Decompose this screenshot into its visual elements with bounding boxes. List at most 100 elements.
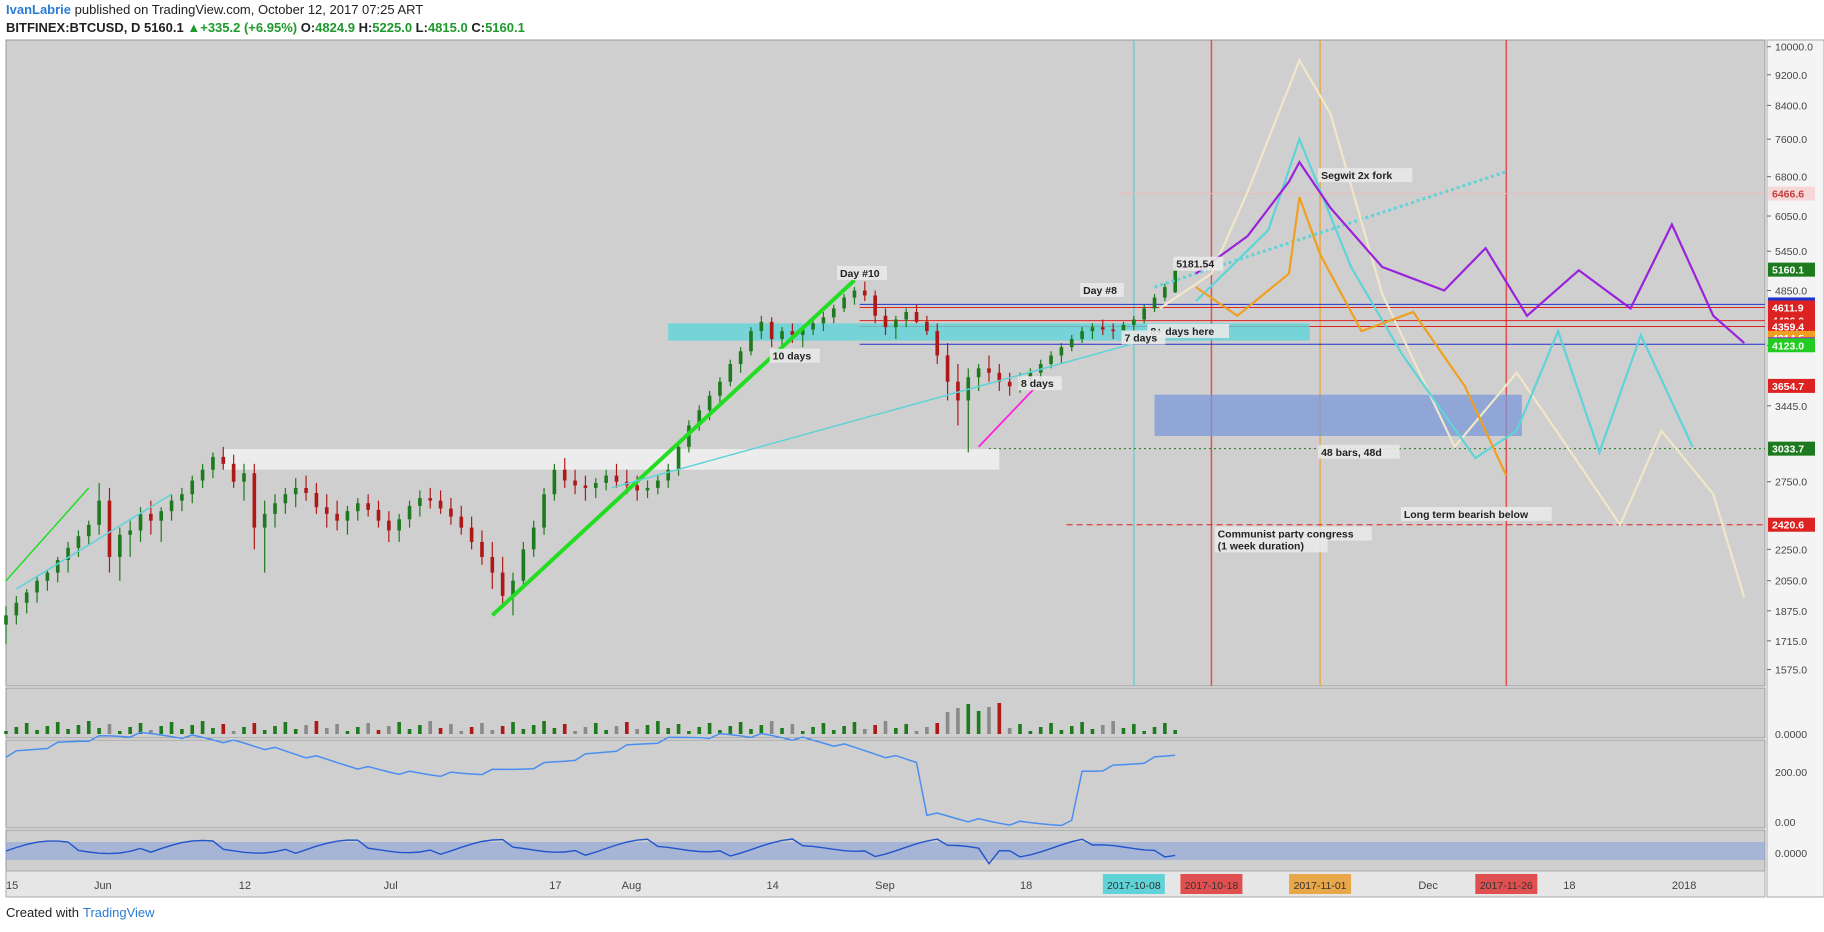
candle-body [407,505,412,520]
volume-bar [1163,723,1167,734]
date-badge-label: 2017-10-08 [1107,880,1161,892]
volume-bar [1069,726,1074,734]
candle-body [904,312,909,320]
volume-bar [831,730,836,734]
price-badge-label: 6466.6 [1772,189,1804,201]
volume-bar [200,721,205,734]
volume-bar [883,721,888,734]
price-tick-label: 1875.0 [1775,606,1807,618]
price-badge-label: 4611.9 [1772,302,1804,314]
candle-body [511,580,515,596]
volume-bar [500,726,505,734]
candle-body [159,511,164,521]
open-value: 4824.9 [315,20,355,35]
annotation-label: 10 days [773,351,812,363]
candle-body [345,511,350,521]
candle-body [252,473,257,528]
candle-body [604,475,608,483]
volume-bar [490,730,495,734]
volume-bar [55,722,60,734]
volume-axis-label: 0.0000 [1775,729,1807,741]
volume-bar [645,725,650,734]
time-label: Jun [94,880,112,892]
volume-bar [625,722,629,734]
candle-body [397,519,401,531]
price-tick-label: 5450.0 [1775,246,1807,258]
annotation-box [1173,256,1224,271]
volume-bar [521,729,526,734]
candle-body [987,368,991,373]
price-tick-label: 7600.0 [1775,134,1807,146]
symbol-info: BITFINEX:BTCUSD, D 5160.1 ▲+335.2 (+6.95… [6,20,525,35]
volume-bar [397,722,401,734]
volume-bar [666,728,671,734]
author-link[interactable]: IvanLabrie [6,2,72,17]
price-badge-label: 4123.0 [1772,340,1804,352]
price-badge-label: 3033.7 [1772,444,1804,456]
volume-bar [138,723,143,734]
volume-bar [149,730,153,734]
candle-body [200,469,205,481]
symbol-name[interactable]: BITFINEX:BTCUSD, D [6,20,141,35]
volume-bar [511,722,515,734]
date-badge-label: 2017-11-26 [1480,880,1533,892]
time-axis [5,870,1766,898]
volume-bar [925,727,929,734]
candle-body [76,536,81,548]
volume-bar [376,730,381,734]
volume-bar [345,731,350,734]
low-label: L: [415,20,428,35]
volume-bar [221,724,226,734]
candle-body [335,513,339,521]
candle-body [769,321,774,340]
candle-body [945,355,950,382]
projection-curve [1195,196,1508,477]
volume-bar [976,711,981,734]
volume-bar [862,729,867,734]
candle-body [138,513,143,531]
price-tick-label: 2050.0 [1775,576,1807,588]
candle-body [169,500,174,512]
tradingview-logo-link[interactable]: TradingView [82,905,155,920]
volume-bar [459,731,464,734]
volume-bar [593,723,598,734]
candle-body [1038,363,1043,373]
price-badge-label: 4359.4 [1772,321,1804,333]
candle-body [35,580,39,593]
price-tick-label: 2750.0 [1775,477,1807,489]
volume-bar [438,728,443,734]
candle-body [97,500,101,525]
date-badge [1102,874,1165,894]
candle-body [1090,327,1095,332]
volume-bar [128,727,132,734]
candle-body [1111,329,1115,332]
white-zone [223,449,1000,470]
annotation-label: Day #10 [840,268,880,280]
volume-bar [614,726,619,734]
candle-body [800,329,805,336]
volume-bar [718,730,722,734]
candle-body [262,513,267,528]
volume-bar [800,731,805,734]
candle-body [831,308,836,318]
candle-body [1059,347,1064,356]
candle-body [293,487,298,495]
candle-body [573,480,577,486]
volume-bar [583,727,588,734]
volume-bar [1018,724,1022,734]
time-label: 18 [1020,880,1032,892]
candle-body [459,516,464,528]
annotation-box [1318,168,1413,183]
time-label: 2018 [1672,880,1696,892]
price-tick-label: 6800.0 [1775,172,1807,184]
volume-bar [407,729,412,734]
oscillator-pane [5,739,1766,829]
candle-body [925,321,929,332]
magenta-trend-arrow [977,381,1042,448]
projection-curve [1195,159,1746,344]
price-badge [1768,441,1815,456]
candle-body [718,381,722,396]
annotation-label: Day #8 [1083,285,1117,297]
momentum-axis-label: 0.0000 [1775,848,1807,860]
